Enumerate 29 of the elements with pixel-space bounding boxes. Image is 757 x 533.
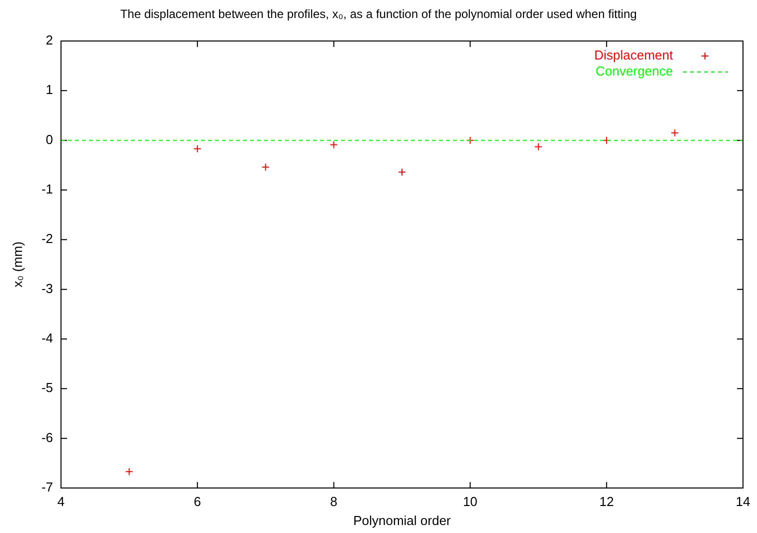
y-tick-label: -6 xyxy=(41,430,53,445)
y-tick-label: -5 xyxy=(41,380,53,396)
point xyxy=(330,140,338,149)
y-tick-label: 2 xyxy=(46,32,53,48)
point xyxy=(534,142,542,151)
x-tick-label: 14 xyxy=(736,494,750,509)
y-tick-label: 0 xyxy=(46,132,53,147)
x-tick-label: 6 xyxy=(194,494,202,509)
x-tick-label: 12 xyxy=(599,494,614,509)
x-tick-label: 4 xyxy=(57,494,65,509)
point xyxy=(262,163,270,172)
legend-label: Displacement xyxy=(594,47,674,62)
legend-label: Convergence xyxy=(596,63,673,78)
y-tick-label: -7 xyxy=(41,479,53,494)
y-tick-label: -2 xyxy=(41,231,53,246)
y-tick-label: -4 xyxy=(41,330,53,346)
point xyxy=(466,136,474,144)
point xyxy=(193,144,202,153)
y-tick-label: -3 xyxy=(41,280,53,296)
x-axis-title: Polynomial order xyxy=(353,513,452,528)
chart-title: The displacement between the profiles, x₀, as a function of the polynomial order used when fitting xyxy=(120,7,637,21)
y-tick-label: 1 xyxy=(46,82,53,98)
x-tick-label: 10 xyxy=(462,494,478,509)
point xyxy=(125,468,134,476)
y-tick-label: -1 xyxy=(41,181,53,196)
x-tick-label: 8 xyxy=(330,494,338,509)
point xyxy=(670,128,679,137)
y-axis-title: x₀ (mm) xyxy=(10,242,25,288)
point xyxy=(398,168,406,176)
